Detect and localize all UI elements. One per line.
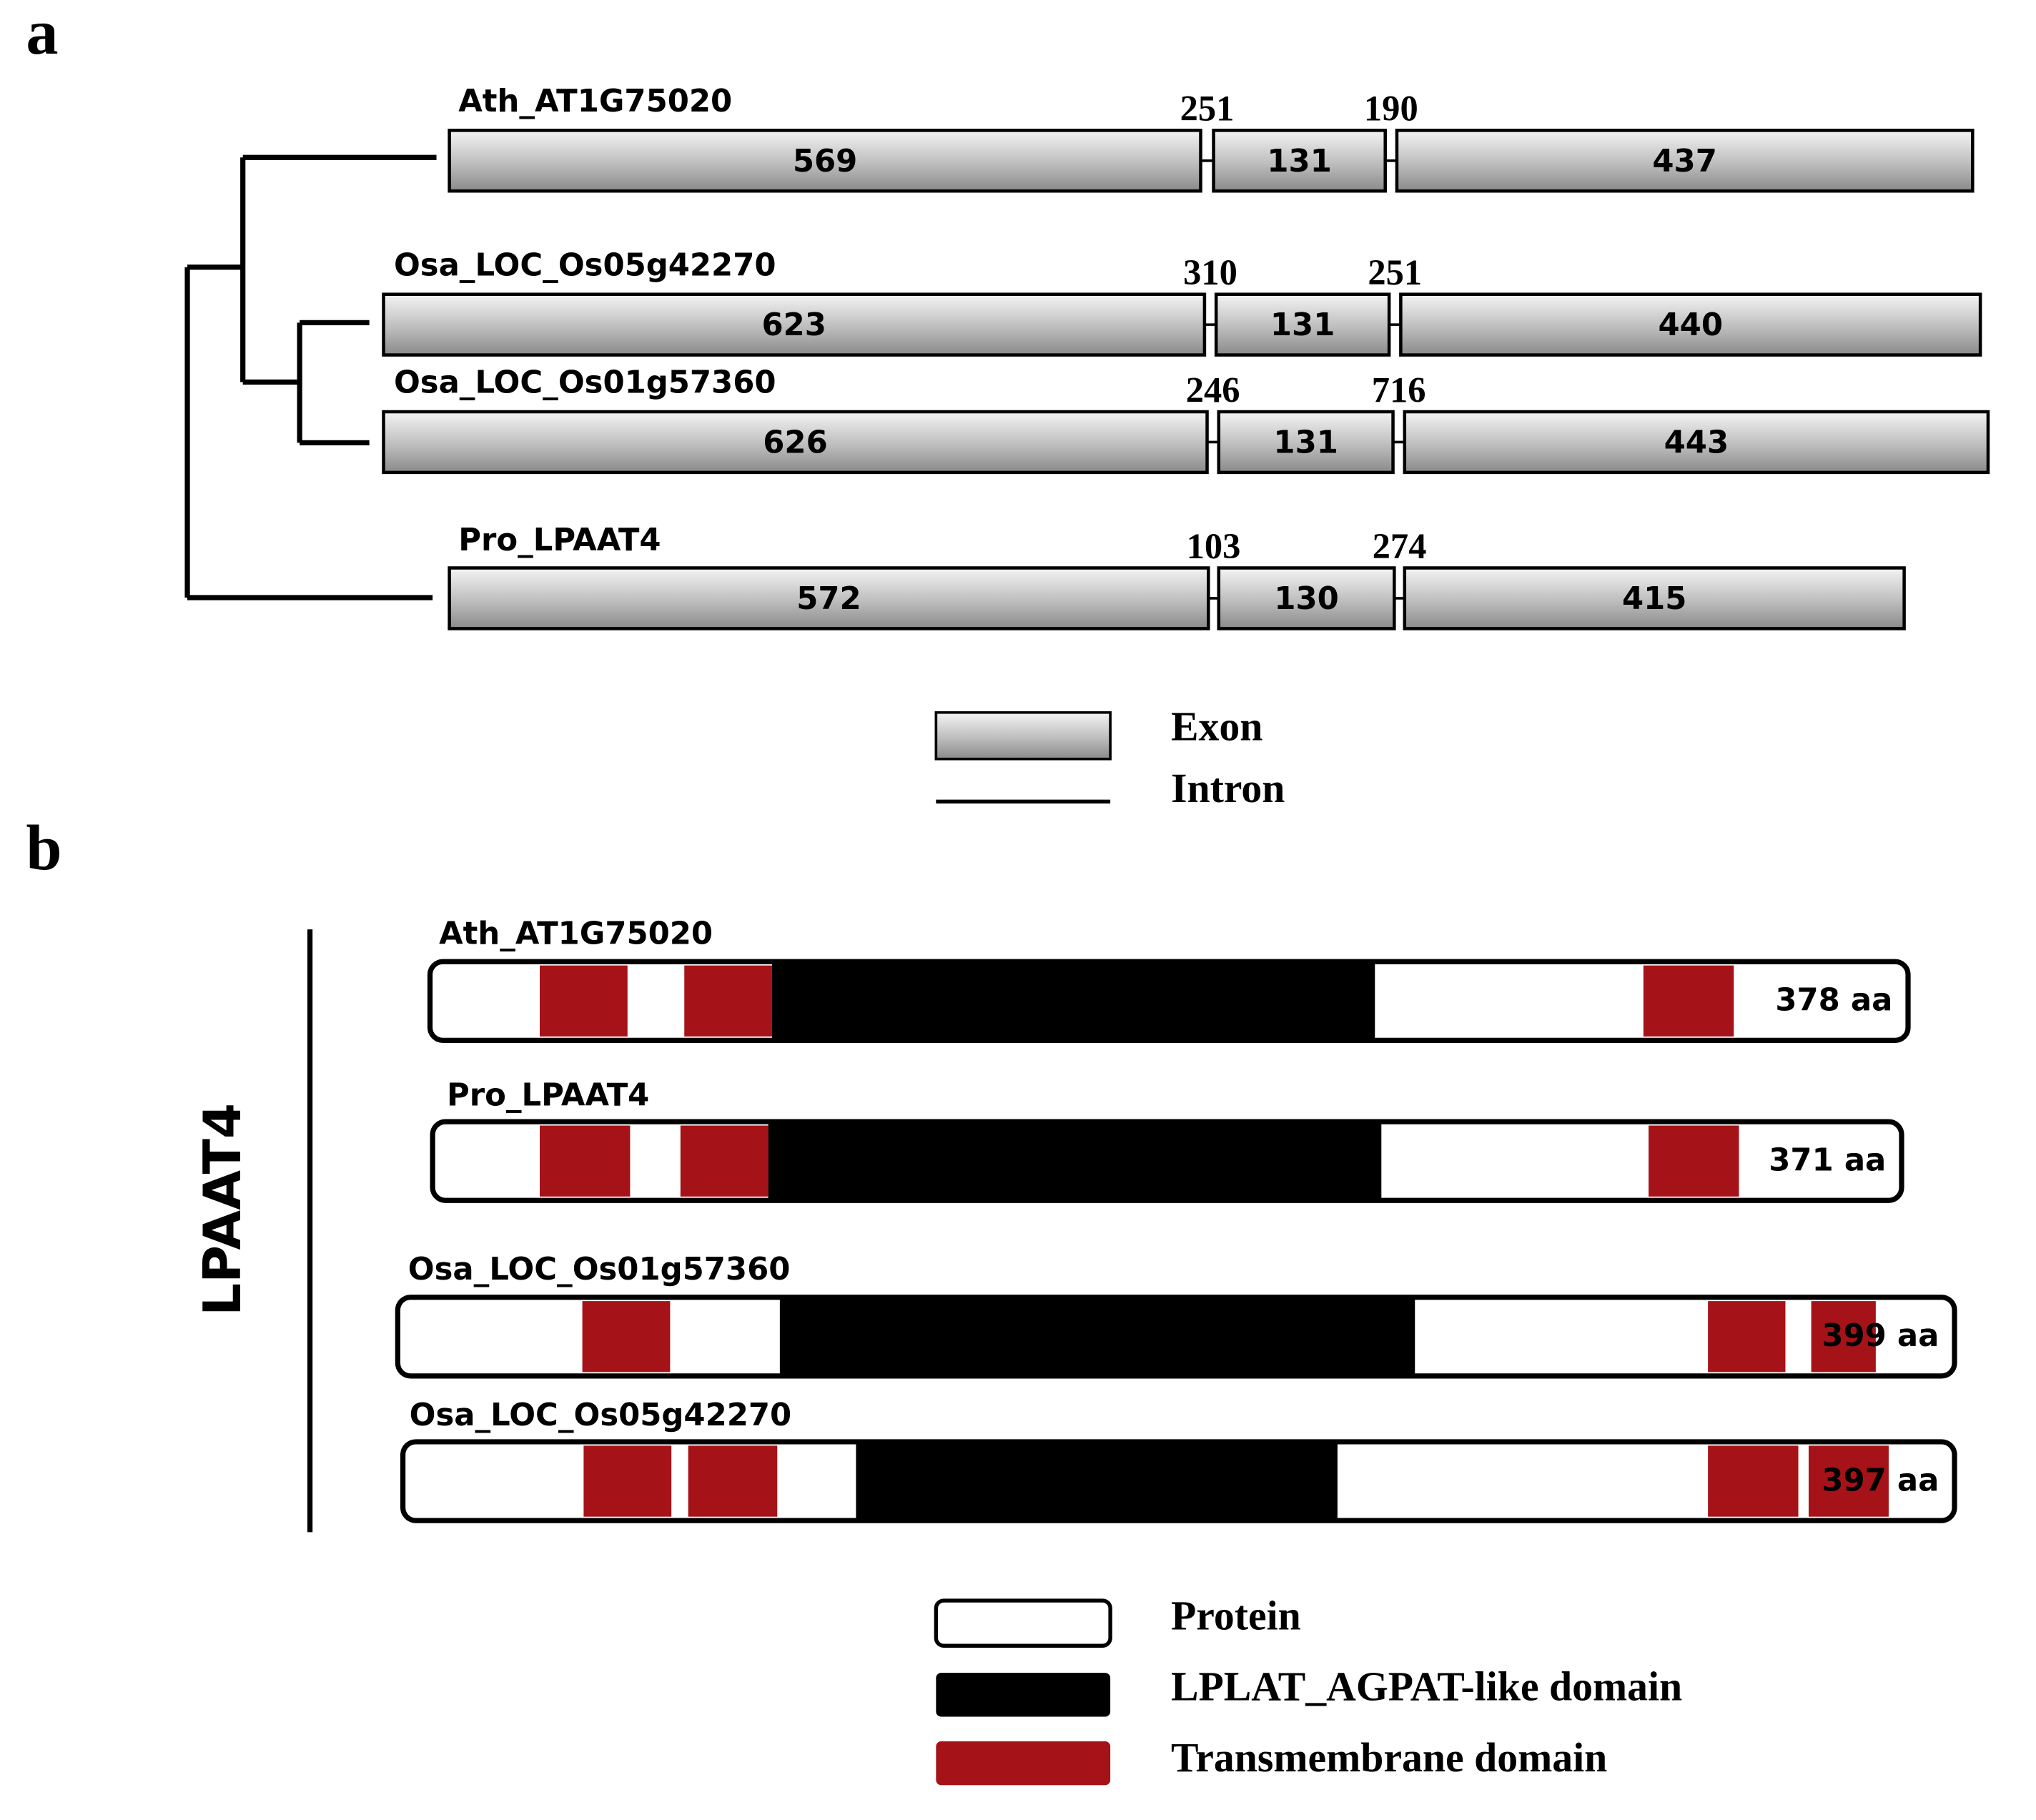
gene-name: Pro_LPAAT4 xyxy=(458,523,661,558)
group-label: LPAAT4 xyxy=(193,1103,253,1316)
tm-domain xyxy=(1649,1125,1739,1197)
exon-length: 626 xyxy=(763,425,827,461)
exon-length: 131 xyxy=(1267,144,1331,179)
legend-tm xyxy=(936,1741,1111,1786)
legend-text: Exon xyxy=(1171,704,1262,749)
intron-length: 274 xyxy=(1373,526,1427,566)
legend-text: LPLAT_AGPAT-like domain xyxy=(1171,1665,1682,1710)
exon-length: 443 xyxy=(1664,425,1729,461)
tm-domain xyxy=(680,1125,769,1197)
exon xyxy=(1395,129,1975,193)
exon xyxy=(1212,129,1387,193)
protein-length: 397 aa xyxy=(1822,1463,1939,1498)
tm-domain xyxy=(539,965,628,1037)
tm-domain xyxy=(1808,1445,1889,1517)
exon xyxy=(1403,410,1990,475)
tm-domain xyxy=(583,1445,672,1517)
gene-name: Osa_LOC_Os05g42270 xyxy=(394,247,776,283)
exon xyxy=(1403,566,1906,630)
protein-name: Osa_LOC_Os01g57360 xyxy=(408,1252,791,1287)
intron-length: 246 xyxy=(1186,370,1240,410)
exon xyxy=(1214,292,1391,357)
panel-label: b xyxy=(26,812,61,884)
exon-length: 569 xyxy=(793,144,857,179)
protein-length: 399 aa xyxy=(1822,1318,1939,1354)
exon xyxy=(382,292,1207,357)
exon xyxy=(382,410,1209,475)
exon-length: 131 xyxy=(1270,307,1335,343)
lplat-domain xyxy=(779,1297,1415,1376)
tm-domain xyxy=(1811,1301,1876,1373)
exon-length: 572 xyxy=(796,581,861,617)
legend-text: Protein xyxy=(1171,1593,1301,1638)
protein-outline xyxy=(430,1119,1904,1203)
tm-domain xyxy=(1708,1445,1799,1517)
tm-domain xyxy=(539,1125,631,1197)
intron-length: 310 xyxy=(1183,252,1237,292)
tm-domain xyxy=(1643,965,1734,1037)
exon-length: 437 xyxy=(1652,144,1716,179)
intron-length: 103 xyxy=(1187,526,1241,566)
protein-outline xyxy=(400,1439,1957,1523)
tm-domain xyxy=(582,1301,671,1373)
protein-name: Osa_LOC_Os05g42270 xyxy=(410,1398,792,1433)
exon xyxy=(448,129,1202,193)
legend-text: Transmembrane domain xyxy=(1171,1736,1607,1781)
tree xyxy=(184,154,437,600)
gene-name: Osa_LOC_Os01g57360 xyxy=(394,365,776,401)
lplat-domain xyxy=(772,961,1375,1041)
tm-domain xyxy=(684,965,773,1037)
panel-label: a xyxy=(26,0,58,68)
exon xyxy=(1217,566,1396,630)
protein-name: Pro_LPAAT4 xyxy=(447,1077,649,1113)
protein-length: 371 aa xyxy=(1769,1143,1886,1179)
legend-text: Intron xyxy=(1171,766,1285,811)
legend-domain xyxy=(936,1673,1111,1717)
lplat-domain xyxy=(856,1441,1338,1521)
exon xyxy=(1217,410,1395,475)
gene-name: Ath_AT1G75020 xyxy=(458,84,732,119)
exon-length: 440 xyxy=(1659,307,1723,343)
protein-length: 378 aa xyxy=(1775,983,1892,1019)
protein-outline xyxy=(395,1295,1957,1379)
tm-domain xyxy=(1708,1301,1786,1373)
tm-domain xyxy=(688,1445,778,1517)
legend-exon xyxy=(934,711,1112,761)
exon-length: 623 xyxy=(761,307,826,343)
exon-length: 131 xyxy=(1273,425,1338,461)
exon-length: 415 xyxy=(1622,581,1686,617)
exon-length: 130 xyxy=(1274,581,1338,617)
legend-protein xyxy=(934,1598,1112,1648)
exon xyxy=(448,566,1210,630)
lplat-domain xyxy=(768,1122,1382,1201)
intron-length: 190 xyxy=(1364,89,1418,129)
protein-name: Ath_AT1G75020 xyxy=(439,916,713,952)
protein-outline xyxy=(427,959,1911,1043)
intron-length: 716 xyxy=(1372,370,1426,410)
exon xyxy=(1399,292,1982,357)
intron-length: 251 xyxy=(1368,252,1422,292)
intron-length: 251 xyxy=(1180,89,1235,129)
